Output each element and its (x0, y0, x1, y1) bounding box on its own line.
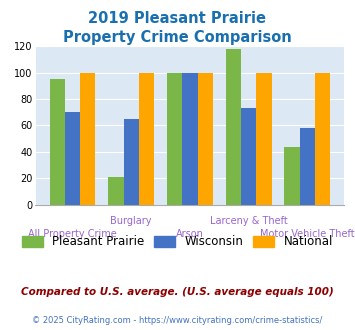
Bar (241, 108, 256, 205)
Text: Arson: Arson (176, 229, 204, 239)
Bar (300, 128, 315, 205)
Bar (167, 73, 182, 205)
Bar (198, 73, 213, 205)
Text: Motor Vehicle Theft: Motor Vehicle Theft (260, 229, 355, 239)
Bar (124, 119, 139, 205)
Text: Compared to U.S. average. (U.S. average equals 100): Compared to U.S. average. (U.S. average … (21, 287, 334, 297)
Bar (284, 147, 300, 205)
Legend: Pleasant Prairie, Wisconsin, National: Pleasant Prairie, Wisconsin, National (17, 231, 338, 253)
Bar (108, 177, 124, 205)
Bar (256, 73, 272, 205)
Bar (80, 73, 95, 205)
Text: Property Crime Comparison: Property Crime Comparison (63, 30, 292, 46)
Text: © 2025 CityRating.com - https://www.cityrating.com/crime-statistics/: © 2025 CityRating.com - https://www.city… (32, 315, 323, 325)
Text: All Property Crime: All Property Crime (28, 229, 117, 239)
Text: Burglary: Burglary (110, 216, 152, 226)
Bar (315, 73, 330, 205)
Bar (139, 73, 154, 205)
Bar (226, 49, 241, 205)
Text: 2019 Pleasant Prairie: 2019 Pleasant Prairie (88, 11, 267, 26)
Bar (182, 73, 198, 205)
Bar (50, 79, 65, 205)
Bar (65, 112, 80, 205)
Text: Larceny & Theft: Larceny & Theft (210, 216, 288, 226)
